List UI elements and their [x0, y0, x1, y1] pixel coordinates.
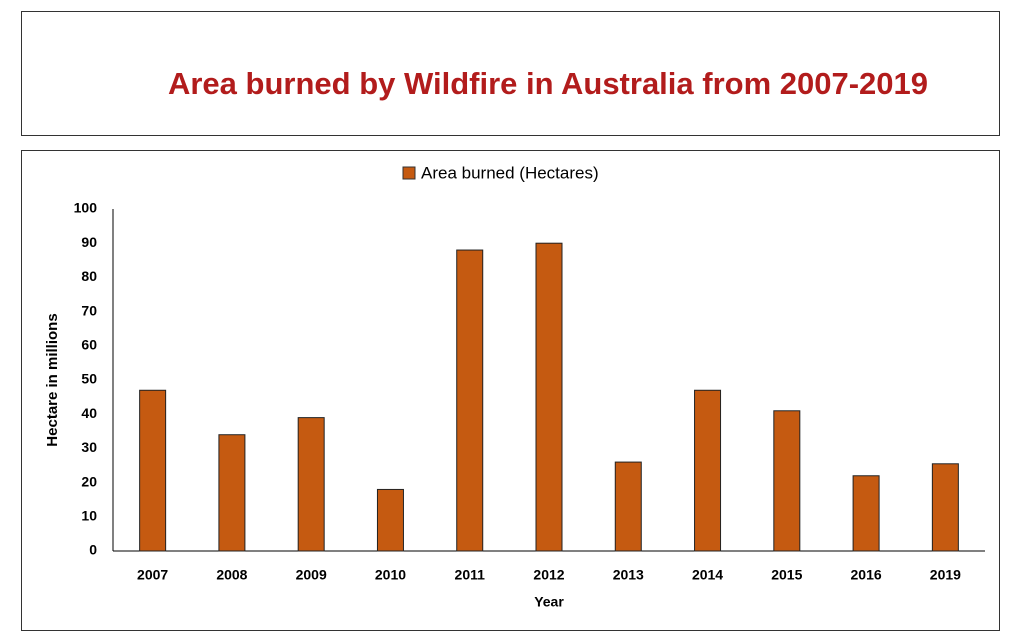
bar: [297, 417, 325, 552]
y-axis-label: Hectare in millions: [44, 313, 61, 446]
x-tick-label: 2008: [216, 567, 247, 583]
chart-title: Area burned by Wildfire in Australia fro…: [168, 66, 928, 101]
y-tick-label: 100: [74, 200, 98, 216]
y-tick-label: 80: [81, 268, 97, 284]
legend-swatch: [402, 166, 416, 180]
bar: [773, 410, 801, 552]
x-tick-label: 2007: [137, 567, 168, 583]
x-tick-label: 2013: [613, 567, 644, 583]
bar: [614, 461, 642, 552]
bar: [456, 249, 484, 552]
bar: [139, 389, 167, 552]
y-tick-label: 50: [81, 371, 97, 387]
x-tick-label: 2015: [771, 567, 802, 583]
bar: [852, 475, 880, 552]
title-box: [21, 11, 1000, 136]
x-tick-label: 2012: [533, 567, 564, 583]
bar: [535, 242, 563, 552]
x-tick-label: 2019: [930, 567, 961, 583]
x-tick-label: 2014: [692, 567, 723, 583]
y-tick-label: 20: [81, 473, 97, 489]
x-tick-label: 2010: [375, 567, 406, 583]
bar: [376, 488, 404, 552]
bar: [694, 389, 722, 552]
chart-box: [21, 150, 1000, 631]
y-tick-label: 60: [81, 337, 97, 353]
y-tick-label: 30: [81, 439, 97, 455]
x-axis-label: Year: [534, 594, 564, 610]
legend-label: Area burned (Hectares): [421, 163, 599, 182]
y-tick-label: 40: [81, 405, 97, 421]
y-tick-label: 70: [81, 302, 97, 318]
x-tick-label: 2009: [296, 567, 327, 583]
x-tick-label: 2016: [851, 567, 882, 583]
bar: [931, 463, 959, 552]
bar: [218, 434, 246, 552]
y-tick-label: 90: [81, 234, 97, 250]
y-tick-label: 0: [89, 542, 97, 558]
y-tick-label: 10: [81, 508, 97, 524]
x-tick-label: 2011: [455, 567, 486, 583]
